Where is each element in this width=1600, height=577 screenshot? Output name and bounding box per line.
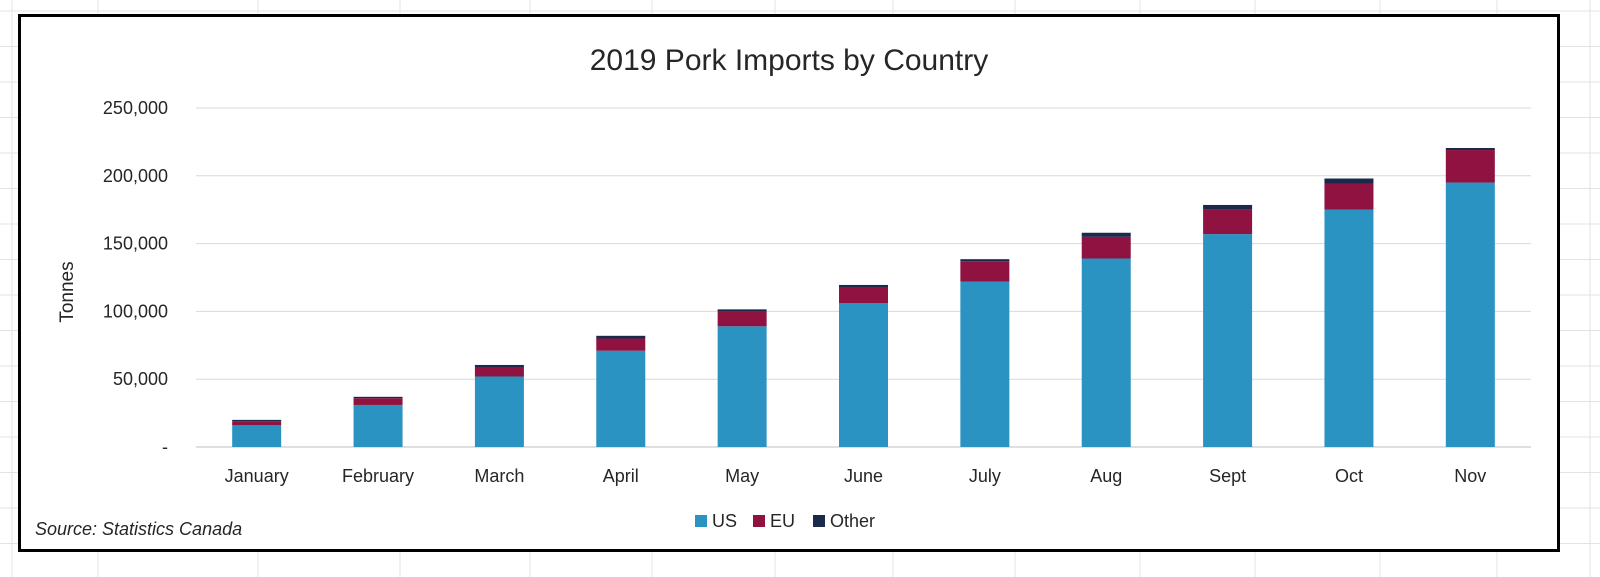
bar-segment-us — [474, 376, 524, 447]
bar-segment-us — [1324, 209, 1374, 447]
chart-title: 2019 Pork Imports by Country — [590, 44, 989, 77]
legend-label: Other — [830, 511, 875, 531]
bar-segment-eu — [717, 311, 767, 327]
bar-segment-other — [1445, 148, 1495, 151]
y-tick-label: 100,000 — [103, 301, 168, 321]
stacked-bar-chart: 2019 Pork Imports by Country Tonnes - 50,… — [35, 44, 1531, 539]
x-tick-label: April — [603, 466, 639, 486]
x-tick-label: January — [225, 466, 289, 486]
x-tick-label: Nov — [1454, 466, 1486, 486]
bar-segment-other — [1203, 204, 1253, 210]
bar-segment-other — [1081, 232, 1131, 237]
legend-label: US — [712, 511, 737, 531]
x-tick-label: July — [969, 466, 1001, 486]
bar-segment-us — [1081, 258, 1131, 447]
legend-label: EU — [770, 511, 795, 531]
bar-segment-eu — [474, 366, 524, 377]
y-tick-label: - — [162, 437, 168, 457]
bar-segment-other — [232, 419, 282, 422]
bar-segment-eu — [1445, 150, 1495, 183]
x-tick-label: Aug — [1090, 466, 1122, 486]
y-tick-label: 200,000 — [103, 166, 168, 186]
bars — [232, 148, 1495, 447]
bar-segment-eu — [1324, 183, 1374, 210]
bar-segment-eu — [1203, 209, 1253, 235]
x-tick-label: Oct — [1335, 466, 1363, 486]
x-tick-label: February — [342, 466, 414, 486]
bar-segment-other — [1324, 178, 1374, 184]
y-tick-label: 50,000 — [113, 369, 168, 389]
bar-segment-other — [717, 309, 767, 312]
bar-segment-us — [353, 404, 403, 447]
chart-frame[interactable]: 2019 Pork Imports by Country Tonnes - 50,… — [18, 14, 1560, 552]
bar-segment-other — [353, 396, 403, 399]
legend-swatch-us — [695, 515, 707, 527]
y-axis-ticks: - 50,000 100,000 150,000 200,000 250,000 — [103, 98, 168, 457]
bar-segment-eu — [839, 286, 888, 304]
bar-segment-other — [960, 259, 1010, 262]
bar-segment-us — [1445, 182, 1495, 447]
x-tick-label: May — [725, 466, 759, 486]
bar-segment-eu — [596, 338, 646, 351]
bar-segment-other — [839, 284, 888, 287]
x-tick-label: March — [474, 466, 524, 486]
y-axis-title: Tonnes — [57, 261, 78, 322]
bar-segment-us — [717, 326, 767, 447]
bar-segment-other — [596, 335, 646, 339]
bar-segment-eu — [232, 421, 282, 426]
y-tick-label: 250,000 — [103, 98, 168, 118]
y-tick-label: 150,000 — [103, 234, 168, 254]
bar-segment-us — [232, 425, 282, 447]
bar-segment-us — [960, 281, 1010, 447]
bar-segment-eu — [960, 261, 1010, 282]
bar-segment-us — [839, 303, 888, 447]
x-tick-label: Sept — [1209, 466, 1246, 486]
bar-segment-us — [1203, 234, 1253, 447]
source-note: Source: Statistics Canada — [35, 519, 242, 539]
legend: US EU Other — [695, 511, 875, 531]
bar-segment-other — [474, 364, 524, 367]
bar-segment-us — [596, 350, 646, 447]
x-tick-label: June — [844, 466, 883, 486]
bar-segment-eu — [1081, 236, 1131, 259]
x-axis-ticks: January February March April May June July Aug S… — [225, 466, 1487, 486]
legend-swatch-other — [813, 515, 825, 527]
legend-swatch-eu — [753, 515, 765, 527]
bar-segment-eu — [353, 398, 403, 405]
